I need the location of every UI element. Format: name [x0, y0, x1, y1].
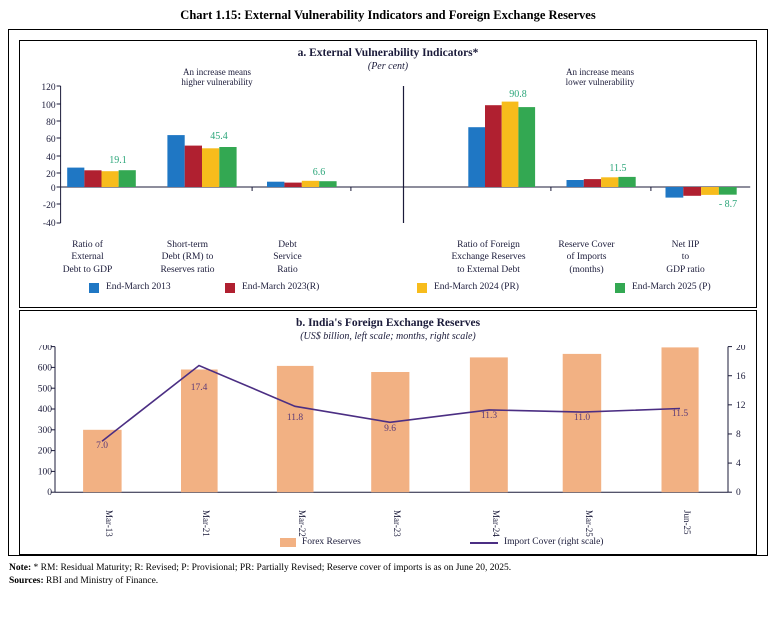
svg-text:300: 300 — [38, 426, 53, 436]
svg-text:Mar-24: Mar-24 — [491, 510, 501, 537]
svg-text:200: 200 — [38, 447, 53, 457]
svg-text:11.3: 11.3 — [481, 411, 498, 421]
svg-text:120: 120 — [41, 83, 56, 93]
svg-text:0: 0 — [47, 488, 52, 498]
svg-text:11.8: 11.8 — [287, 413, 304, 423]
svg-text:4: 4 — [736, 459, 741, 469]
svg-text:8: 8 — [736, 430, 741, 440]
svg-text:100: 100 — [38, 468, 53, 478]
svg-text:19.1: 19.1 — [109, 155, 127, 166]
svg-text:90.8: 90.8 — [509, 89, 527, 100]
svg-text:600: 600 — [38, 364, 53, 374]
svg-text:20: 20 — [736, 345, 746, 353]
svg-text:60: 60 — [46, 135, 56, 145]
svg-text:Mar-25: Mar-25 — [584, 510, 594, 537]
svg-text:-20: -20 — [43, 201, 56, 211]
svg-text:Mar-22: Mar-22 — [297, 510, 307, 537]
svg-text:700: 700 — [38, 345, 53, 353]
svg-text:500: 500 — [38, 385, 53, 395]
svg-text:16: 16 — [736, 372, 746, 382]
svg-text:- 8.7: - 8.7 — [719, 199, 737, 210]
svg-text:80: 80 — [46, 118, 56, 128]
svg-text:7.0: 7.0 — [96, 441, 108, 451]
svg-text:-40: -40 — [43, 219, 56, 229]
svg-text:45.4: 45.4 — [210, 131, 228, 142]
svg-text:11.5: 11.5 — [609, 163, 626, 174]
svg-text:400: 400 — [38, 405, 53, 415]
svg-text:6.6: 6.6 — [313, 167, 326, 178]
svg-text:17.4: 17.4 — [191, 383, 208, 393]
svg-text:Jun-25: Jun-25 — [682, 510, 692, 535]
svg-text:Mar-23: Mar-23 — [392, 510, 402, 537]
svg-text:0: 0 — [736, 488, 741, 498]
svg-text:Mar-21: Mar-21 — [201, 510, 211, 537]
svg-text:Mar-13: Mar-13 — [104, 510, 114, 537]
svg-text:11.0: 11.0 — [574, 413, 591, 423]
svg-text:12: 12 — [736, 401, 746, 411]
svg-text:40: 40 — [46, 153, 56, 163]
svg-text:100: 100 — [41, 101, 56, 111]
svg-text:11.5: 11.5 — [672, 409, 689, 419]
svg-text:0: 0 — [51, 184, 56, 194]
svg-text:20: 20 — [46, 170, 56, 180]
svg-text:9.6: 9.6 — [384, 424, 396, 434]
